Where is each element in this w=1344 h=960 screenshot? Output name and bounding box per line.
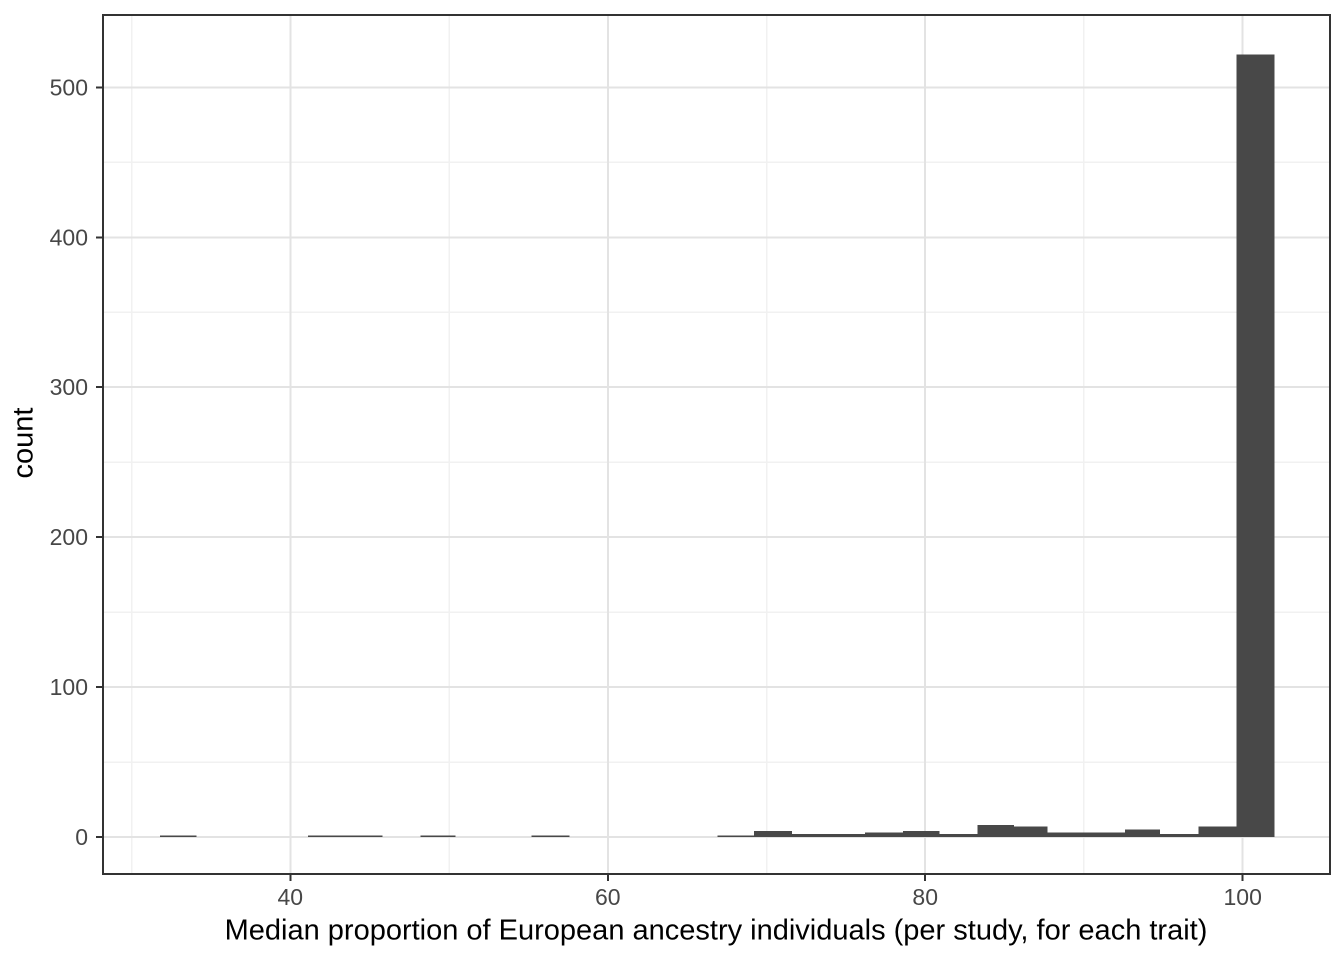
histogram-bar [1236, 54, 1275, 837]
y-tick-label: 500 [50, 74, 88, 100]
y-tick-label: 100 [50, 674, 88, 700]
histogram-bar [1125, 829, 1161, 837]
y-tick-label: 400 [50, 224, 88, 250]
histogram-bar [420, 835, 456, 837]
histogram-bar [1014, 826, 1048, 837]
panel-border [102, 14, 1331, 875]
x-tick-label: 100 [1224, 884, 1262, 910]
histogram-bar [864, 832, 904, 837]
histogram-bar [717, 835, 754, 837]
histogram-bar [345, 835, 383, 837]
histogram-bar [939, 833, 978, 837]
y-tick-label: 0 [75, 824, 88, 850]
histogram-bar [753, 830, 792, 837]
x-tick-label: 40 [278, 884, 304, 910]
histogram-bar [791, 833, 829, 837]
x-tick-label: 80 [912, 884, 938, 910]
histogram-bar [307, 835, 346, 837]
histogram-bar [1047, 832, 1086, 837]
histogram-bar [1085, 832, 1126, 837]
histogram-bar [1160, 833, 1199, 837]
x-axis-title: Median proportion of European ancestry i… [224, 914, 1208, 947]
histogram-bar [828, 833, 865, 837]
histogram-bar [903, 830, 940, 837]
histogram-bar [160, 835, 197, 837]
y-axis-title: count [7, 407, 40, 479]
y-tick-label: 200 [50, 524, 88, 550]
histogram-bar [1198, 826, 1237, 837]
histogram-bar [531, 835, 570, 837]
y-tick-label: 300 [50, 374, 88, 400]
x-tick-label: 60 [595, 884, 621, 910]
histogram-bar [977, 824, 1015, 837]
